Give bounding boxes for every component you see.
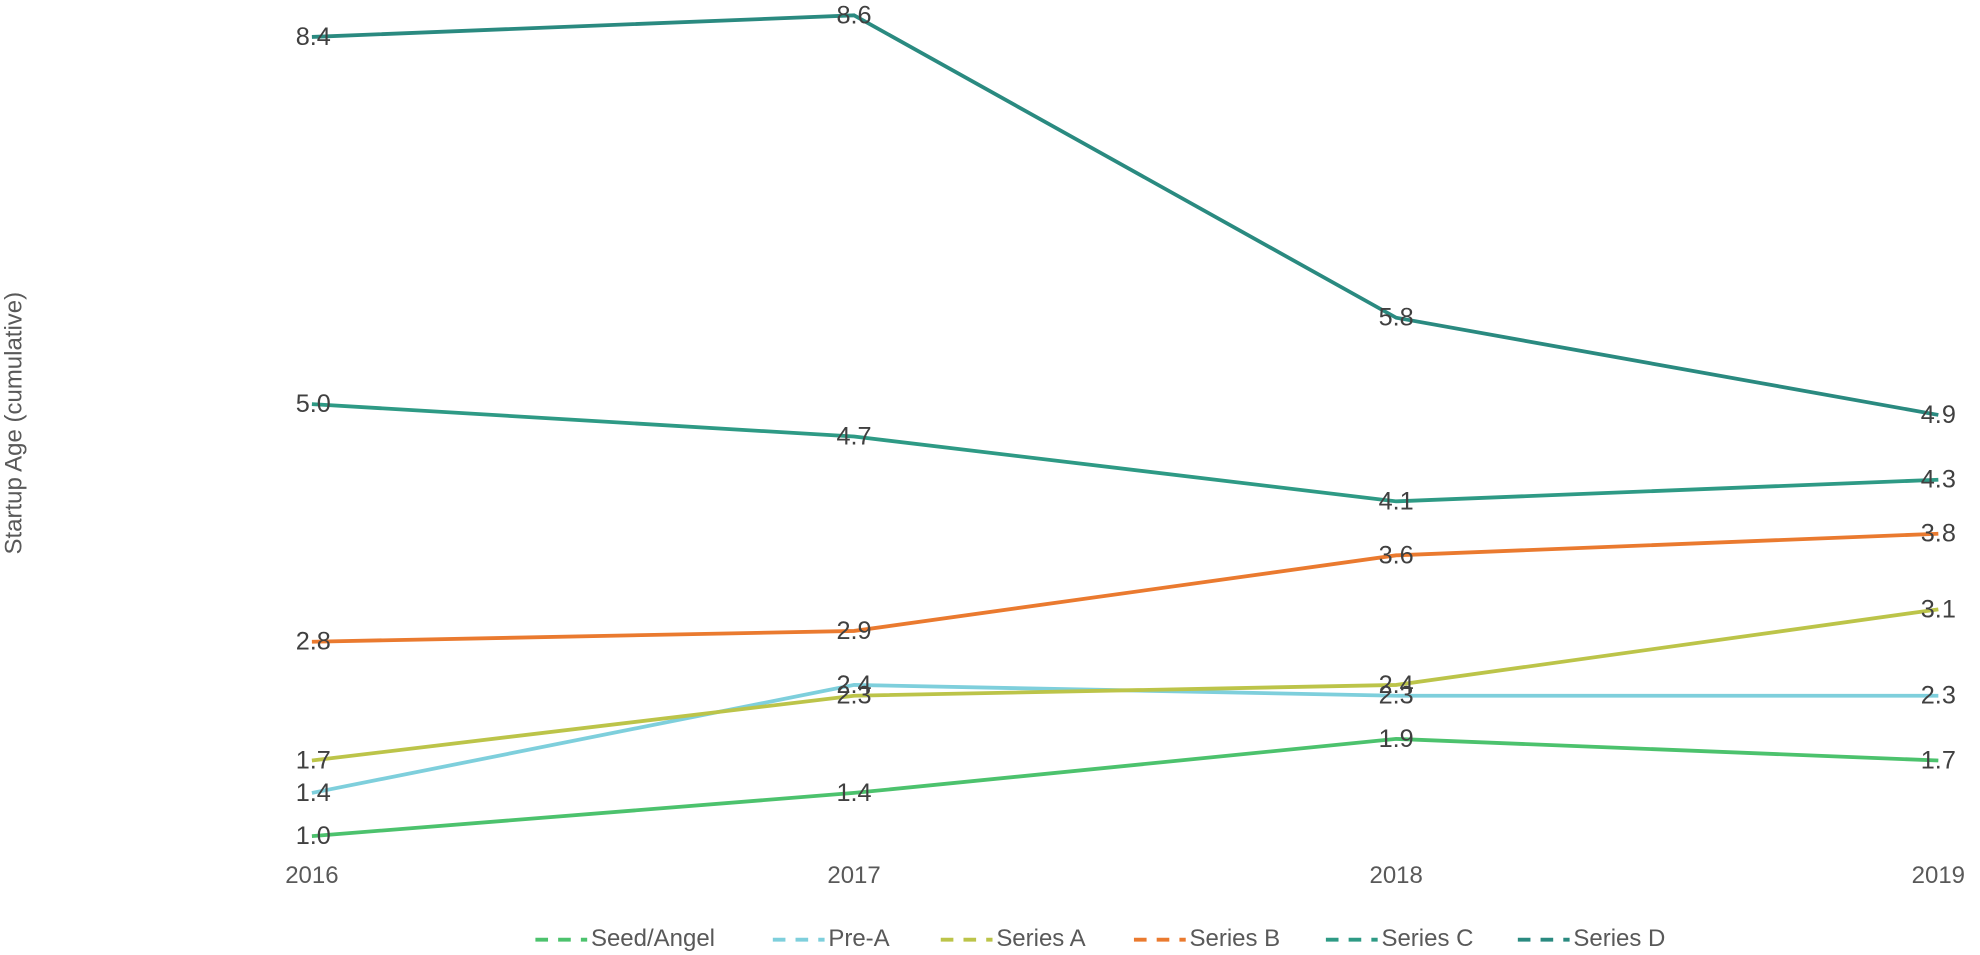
- data-label: 4.9: [1921, 401, 1956, 429]
- x-tick-label: 2016: [285, 862, 338, 889]
- legend-label: Series C: [1381, 925, 1473, 952]
- data-label: 8.6: [836, 1, 871, 29]
- series-line: [311, 13, 1939, 417]
- data-label: 1.0: [296, 822, 331, 850]
- legend-label: Series B: [1190, 925, 1281, 952]
- series-line: [311, 402, 1939, 504]
- data-label: 2.4: [836, 671, 871, 699]
- data-label: 1.7: [296, 746, 331, 774]
- data-label: 2.3: [1921, 682, 1956, 710]
- data-label: 1.7: [1921, 746, 1956, 774]
- data-label: 1.9: [1379, 725, 1414, 753]
- data-label: 2.4: [1379, 671, 1414, 699]
- y-axis-label: Startup Age (cumulative): [0, 292, 27, 555]
- legend-label: Series A: [996, 925, 1085, 952]
- series-line: [311, 607, 1939, 763]
- data-label: 4.7: [836, 422, 871, 450]
- data-label: 2.3: [836, 682, 871, 710]
- data-label: 1.4: [836, 779, 871, 807]
- series-line: [311, 531, 1939, 644]
- data-label: 3.6: [1379, 541, 1414, 569]
- data-label: 4.3: [1921, 466, 1956, 494]
- data-label: 3.1: [1921, 595, 1956, 623]
- legend-label: Series D: [1573, 925, 1665, 952]
- x-tick-label: 2017: [827, 862, 880, 889]
- data-label: 2.8: [296, 628, 331, 656]
- data-label: 2.9: [836, 617, 871, 645]
- series-line: [311, 737, 1939, 839]
- data-label: 1.4: [296, 779, 331, 807]
- series-line: [311, 683, 1939, 795]
- data-label: 3.8: [1921, 520, 1956, 548]
- data-label: 5.0: [296, 390, 331, 418]
- data-label: 2.3: [1379, 682, 1414, 710]
- data-label: 4.1: [1379, 487, 1414, 515]
- x-tick-label: 2018: [1370, 862, 1423, 889]
- data-label: 5.8: [1379, 304, 1414, 332]
- x-tick-label: 2019: [1912, 862, 1965, 889]
- data-label: 8.4: [296, 23, 331, 51]
- legend-label: Seed/Angel: [591, 925, 715, 952]
- legend-label: Pre-A: [828, 925, 889, 952]
